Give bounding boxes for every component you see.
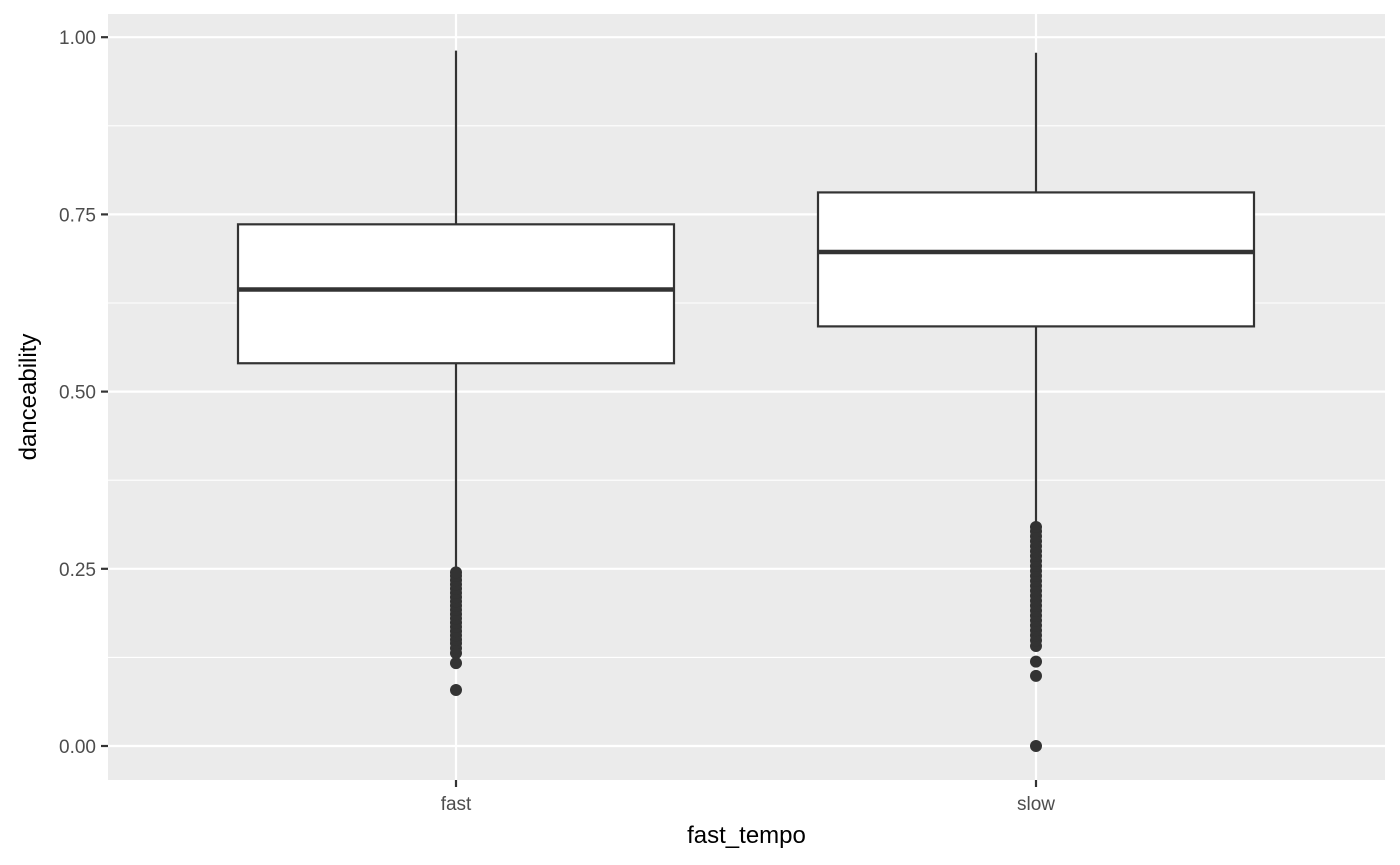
outlier-point	[1030, 740, 1042, 752]
outlier-point	[450, 684, 462, 697]
x-axis: fast slow	[441, 780, 1055, 815]
outlier-point	[1030, 669, 1042, 682]
box-series	[236, 50, 1256, 752]
x-axis-title: fast_tempo	[687, 822, 806, 849]
box-iqr	[236, 223, 676, 365]
box-iqr	[816, 191, 1256, 328]
y-tick-label: 0.75	[59, 205, 96, 226]
outlier-point	[450, 657, 462, 670]
plot-panel	[108, 14, 1385, 780]
outlier-point	[450, 566, 462, 579]
box-fast	[236, 50, 676, 697]
y-axis-title: danceability	[15, 334, 42, 461]
y-axis: 0.00 0.25 0.50 0.75 1.00	[59, 28, 108, 758]
box-slow	[816, 52, 1256, 752]
x-tick-label: slow	[1017, 794, 1055, 815]
x-tick-label: fast	[441, 794, 472, 815]
outlier-point	[1030, 520, 1042, 533]
y-tick-label: 0.25	[59, 560, 96, 581]
y-tick-label: 0.50	[59, 383, 96, 404]
y-tick-label: 0.00	[59, 737, 96, 758]
outlier-point	[1030, 655, 1042, 668]
y-tick-label: 1.00	[59, 28, 96, 49]
